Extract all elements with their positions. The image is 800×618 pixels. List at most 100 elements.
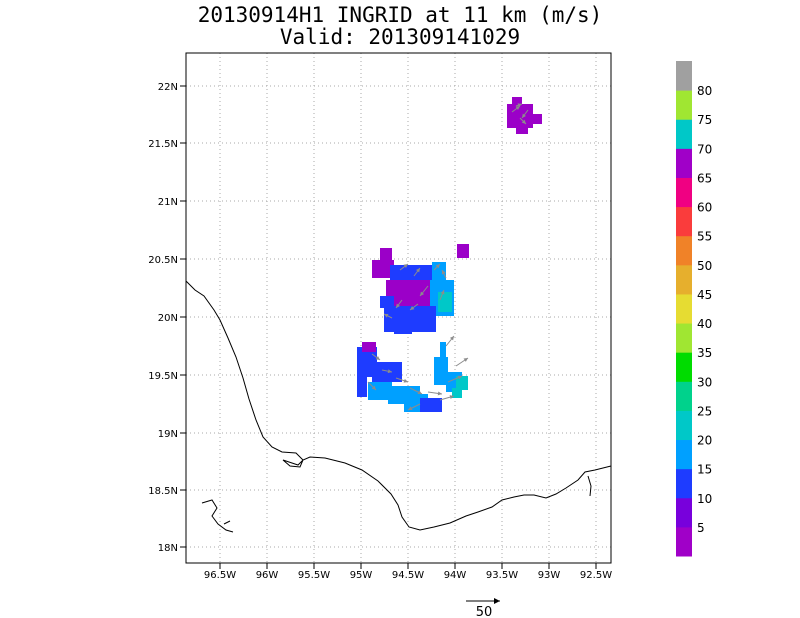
latitude-labels: 18N 18.5N 19N 19.5N 20N 20.5N 21N 21.5N 22N (148, 82, 186, 554)
vector-scale: 50 (466, 598, 500, 618)
colorbar-segment (676, 352, 692, 382)
colorbar-segment (676, 381, 692, 411)
colorbar-segment (676, 439, 692, 470)
colorbar-label: 50 (697, 259, 712, 273)
map-frame (185, 52, 612, 564)
colorbar-segment (676, 468, 692, 499)
map-subtitle: Valid: 201309141029 (279, 25, 521, 49)
lat-label: 21.5N (148, 139, 178, 150)
lat-label: 20.5N (148, 255, 178, 266)
lon-label: 96.5W (204, 570, 236, 581)
wind-cell (456, 376, 468, 390)
wind-cell (362, 342, 376, 352)
wind-vector-head (396, 303, 400, 308)
wind-cell (380, 248, 392, 260)
wind-vector-head (420, 291, 425, 296)
map-title: 20130914H1 INGRID at 11 km (m/s) (197, 3, 603, 27)
coastline (185, 280, 612, 531)
coastline-island (201, 499, 234, 533)
colorbar-label: 45 (697, 288, 712, 302)
wind-vector-head (449, 395, 454, 400)
colorbar-segment (676, 119, 692, 149)
lon-label: 94.5W (392, 570, 424, 581)
colorbar-label: 30 (697, 375, 712, 389)
wind-cell (372, 260, 394, 278)
wind-vector-head (387, 369, 392, 374)
wind-cell (380, 296, 394, 308)
wind-vector-head (457, 375, 462, 380)
lon-label: 96W (256, 570, 279, 581)
colorbar-segment (676, 61, 692, 91)
wind-vector-head (463, 358, 468, 362)
lat-label: 19N (158, 429, 178, 440)
wind-vector-head (416, 268, 420, 273)
wind-cell (507, 104, 533, 128)
wind-vectors (367, 103, 529, 411)
colorbar-label: 20 (697, 434, 712, 448)
wind-cell (372, 362, 402, 382)
wind-vector-head (403, 378, 408, 383)
colorbar-label: 55 (697, 230, 712, 244)
colorbar-segment (676, 264, 692, 295)
wind-vector-head (442, 270, 446, 275)
colorbar-segment (676, 497, 692, 528)
vector-scale-label: 50 (476, 605, 493, 618)
colorbar-segment (676, 235, 692, 266)
colorbar-segment (676, 148, 692, 178)
colorbar-segment (676, 206, 692, 237)
wind-vector-head (403, 264, 408, 268)
wind-vector-head (371, 385, 376, 390)
lon-label: 93.5W (486, 570, 518, 581)
wind-speed-field (357, 97, 542, 412)
colorbar-label: 40 (697, 317, 712, 331)
wind-cell (434, 357, 448, 385)
colorbar-label: 60 (697, 201, 712, 215)
wind-cell (452, 388, 462, 398)
colorbar-label: 70 (697, 142, 712, 156)
colorbar-label: 80 (697, 84, 712, 98)
lon-label: 95.5W (298, 570, 330, 581)
wind-cell (530, 114, 542, 124)
lat-label: 20N (158, 313, 178, 324)
colorbar-label: 65 (697, 171, 712, 185)
lat-label: 18.5N (148, 486, 178, 497)
colorbar-label: 75 (697, 113, 712, 127)
lon-label: 92.5W (580, 570, 612, 581)
wind-vector-head (440, 290, 445, 295)
lon-label: 94W (444, 570, 467, 581)
wind-cell (357, 375, 367, 397)
lat-label: 18N (158, 543, 178, 554)
wind-cell (438, 292, 452, 312)
colorbar-segment (676, 526, 692, 557)
wind-cell (394, 318, 412, 334)
colorbar-segment (676, 293, 692, 324)
colorbar-label: 35 (697, 346, 712, 360)
colorbar-label: 5 (697, 521, 705, 535)
lon-label: 95W (350, 570, 373, 581)
wind-cell (440, 342, 446, 358)
colorbar-label: 25 (697, 404, 712, 418)
wind-vector-head (435, 264, 440, 269)
lat-label: 21N (158, 197, 178, 208)
colorbar-label: 10 (697, 492, 712, 506)
colorbar-segment (676, 323, 692, 353)
coastline-inlet (587, 475, 592, 497)
wind-cell (420, 310, 434, 326)
lon-label: 93W (538, 570, 561, 581)
wind-vector-head (449, 336, 454, 341)
lat-label: 19.5N (148, 371, 178, 382)
wind-vector-head (408, 406, 413, 410)
colorbar-segment (676, 177, 692, 208)
wind-cell (432, 262, 446, 280)
lat-label: 22N (158, 82, 178, 93)
wind-vector-head (522, 113, 526, 118)
wind-vector-head (437, 391, 442, 396)
wind-cell (457, 244, 469, 258)
colorbar-segment (676, 410, 692, 441)
colorbar: 5 10 15 20 25 30 35 40 45 50 55 60 65 70 75 80 (676, 61, 712, 557)
wind-cell (512, 97, 522, 105)
colorbar-segment (676, 90, 692, 120)
wind-vector-head (410, 306, 415, 310)
wind-vector-head (384, 314, 389, 318)
